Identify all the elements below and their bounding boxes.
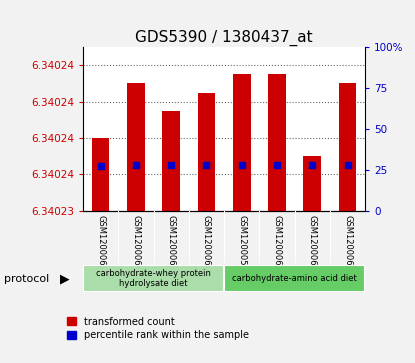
Text: ▶: ▶ [60, 272, 70, 285]
Bar [127, 83, 145, 211]
Bar [83, 265, 224, 292]
Text: GSM1200061: GSM1200061 [308, 215, 317, 271]
Text: GSM1200062: GSM1200062 [343, 215, 352, 271]
Text: GSM1200063: GSM1200063 [96, 215, 105, 271]
Text: GSM1200065: GSM1200065 [167, 215, 176, 271]
Bar [198, 93, 215, 211]
Text: carbohydrate-amino acid diet: carbohydrate-amino acid diet [232, 274, 357, 283]
Bar [339, 83, 356, 211]
Bar [268, 74, 286, 211]
Bar [224, 265, 365, 292]
Bar [162, 111, 180, 211]
Legend: transformed count, percentile rank within the sample: transformed count, percentile rank withi… [67, 317, 249, 340]
Bar [233, 74, 251, 211]
Text: GSM1200066: GSM1200066 [202, 215, 211, 271]
Title: GDS5390 / 1380437_at: GDS5390 / 1380437_at [135, 30, 313, 46]
Text: GSM1200059: GSM1200059 [237, 215, 246, 270]
Text: protocol: protocol [4, 274, 49, 284]
Text: carbohydrate-whey protein
hydrolysate diet: carbohydrate-whey protein hydrolysate di… [96, 269, 211, 288]
Text: GSM1200060: GSM1200060 [273, 215, 281, 271]
Bar [303, 156, 321, 211]
Bar [92, 138, 110, 211]
Text: GSM1200064: GSM1200064 [132, 215, 140, 271]
